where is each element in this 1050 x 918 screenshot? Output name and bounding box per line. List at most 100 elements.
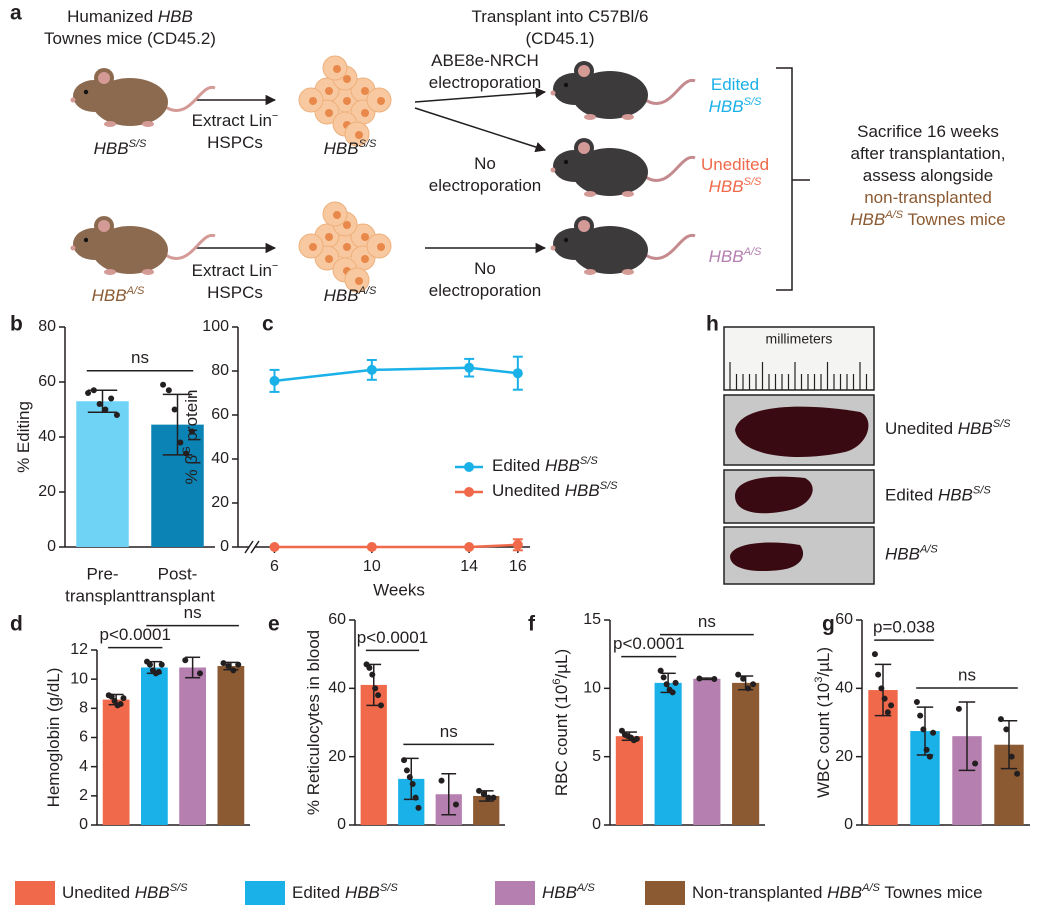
diagram-text-part: Humanized xyxy=(67,7,158,26)
legend-label-part: S/S xyxy=(380,882,398,894)
y-tick-label: 40 xyxy=(211,450,229,467)
mouse-nose xyxy=(70,245,76,251)
data-point xyxy=(972,760,979,767)
mouse-tail xyxy=(643,156,696,182)
diagram-text: HBBA/S xyxy=(324,285,377,306)
cell-nucleus xyxy=(309,243,317,251)
arrow xyxy=(414,107,546,153)
diagram-text-part: Edited xyxy=(711,75,759,94)
mouse-foot xyxy=(104,269,116,275)
y-axis-title-part: /µL) xyxy=(552,649,571,679)
y-tick-label: 10 xyxy=(583,680,601,697)
diagram-text-part: HBB xyxy=(324,139,359,158)
mouse-nose xyxy=(550,90,556,96)
ruler-label: millimeters xyxy=(766,331,833,347)
cell-nucleus xyxy=(343,97,351,105)
y-axis-title-part: /µL) xyxy=(814,647,833,677)
mouse-foot xyxy=(584,269,596,275)
y-axis-title-part: protein xyxy=(182,390,201,447)
panel-letter: h xyxy=(706,313,719,336)
diagram-text-part: non-transplanted xyxy=(864,188,992,207)
legend-label: Edited HBBS/S xyxy=(292,882,398,903)
diagram-text-part: (CD45.1) xyxy=(526,29,595,48)
x-tick-label: 6 xyxy=(270,558,279,575)
y-tick-label: 10 xyxy=(70,670,88,687)
y-tick-label: 8 xyxy=(79,700,88,717)
diagram-text-part: after transplantation, xyxy=(851,144,1006,163)
diagram-text-part: HBB xyxy=(94,139,129,158)
cell-nucleus xyxy=(377,243,385,251)
mouse-foot xyxy=(584,114,596,120)
cell-nucleus xyxy=(309,97,317,105)
legend-label-part: Unedited xyxy=(492,481,565,500)
x-tick-label: Post- xyxy=(158,564,198,583)
series-marker xyxy=(366,364,377,375)
legend-label: Unedited HBBS/S xyxy=(492,480,618,501)
data-point xyxy=(177,439,184,446)
diagram-text-part: HBB xyxy=(158,7,193,26)
cell-nucleus xyxy=(355,131,363,139)
y-tick-label: 40 xyxy=(38,428,56,445)
y-tick-label: 0 xyxy=(220,538,229,555)
data-point xyxy=(740,675,747,682)
y-tick-label: 2 xyxy=(79,787,88,804)
axis-break xyxy=(250,540,260,554)
diagram-text-part: S/S xyxy=(744,176,762,188)
x-tick-label: 10 xyxy=(363,558,381,575)
data-point xyxy=(102,406,109,413)
data-point xyxy=(452,801,459,808)
data-point xyxy=(930,729,937,736)
y-tick-label: 60 xyxy=(38,373,56,390)
y-tick-label: 20 xyxy=(835,748,853,765)
legend-label-part: A/S xyxy=(861,882,880,894)
y-tick-label: 60 xyxy=(835,611,853,628)
diagram-text-part: HBB xyxy=(709,247,744,266)
legend-label-part: A/S xyxy=(576,882,595,894)
diagram-text: non-transplanted xyxy=(864,188,992,207)
data-point xyxy=(375,692,382,699)
mouse-tail xyxy=(643,79,696,105)
y-tick-label: 60 xyxy=(211,406,229,423)
mouse-ear-inner xyxy=(98,220,110,232)
legend-label-part: S/S xyxy=(580,455,598,467)
annotation: ns xyxy=(958,665,976,684)
diagram-text-part: No xyxy=(474,259,496,278)
x-tick-label: transplant xyxy=(65,586,140,605)
diagram-text-part: ABE8e-NRCH xyxy=(431,51,539,70)
legend-label-part: HBB xyxy=(545,456,580,475)
x-tick-label: 16 xyxy=(509,558,527,575)
y-axis-title-part: % β xyxy=(182,455,201,485)
cell-nucleus xyxy=(333,211,341,219)
y-tick-label: 0 xyxy=(47,538,56,555)
cell-nucleus xyxy=(361,255,369,263)
diagram-text-part: − xyxy=(272,260,278,272)
diagram-text: Extract Lin− xyxy=(192,110,279,131)
data-point xyxy=(160,381,167,388)
photo-label-part: HBB xyxy=(938,486,973,505)
data-point xyxy=(438,777,445,784)
bar xyxy=(140,667,168,825)
legend-label-part: HBB xyxy=(135,883,170,902)
mouse-head xyxy=(73,80,115,112)
axis-break xyxy=(244,540,254,554)
panel-letter: e xyxy=(268,613,280,636)
y-tick-label: 20 xyxy=(328,748,346,765)
legend-label-part: S/S xyxy=(170,882,188,894)
diagram-text-part: HBB xyxy=(850,210,885,229)
data-point xyxy=(657,667,664,674)
mouse-foot xyxy=(584,191,596,197)
diagram-text: Transplant into C57Bl/6 xyxy=(471,7,648,26)
data-point xyxy=(366,664,373,671)
data-point xyxy=(171,406,178,413)
diagram-text: ABE8e-NRCH xyxy=(431,51,539,70)
series-marker xyxy=(464,542,475,552)
diagram-text-part: Unedited xyxy=(701,155,769,174)
legend-label-part: HBB xyxy=(542,883,577,902)
data-point xyxy=(480,791,487,798)
cell-nucleus xyxy=(361,109,369,117)
diagram-text: electroporation xyxy=(429,176,541,195)
y-axis-title-part: 3 xyxy=(813,677,825,683)
y-axis-title: % βG protein xyxy=(181,390,202,485)
